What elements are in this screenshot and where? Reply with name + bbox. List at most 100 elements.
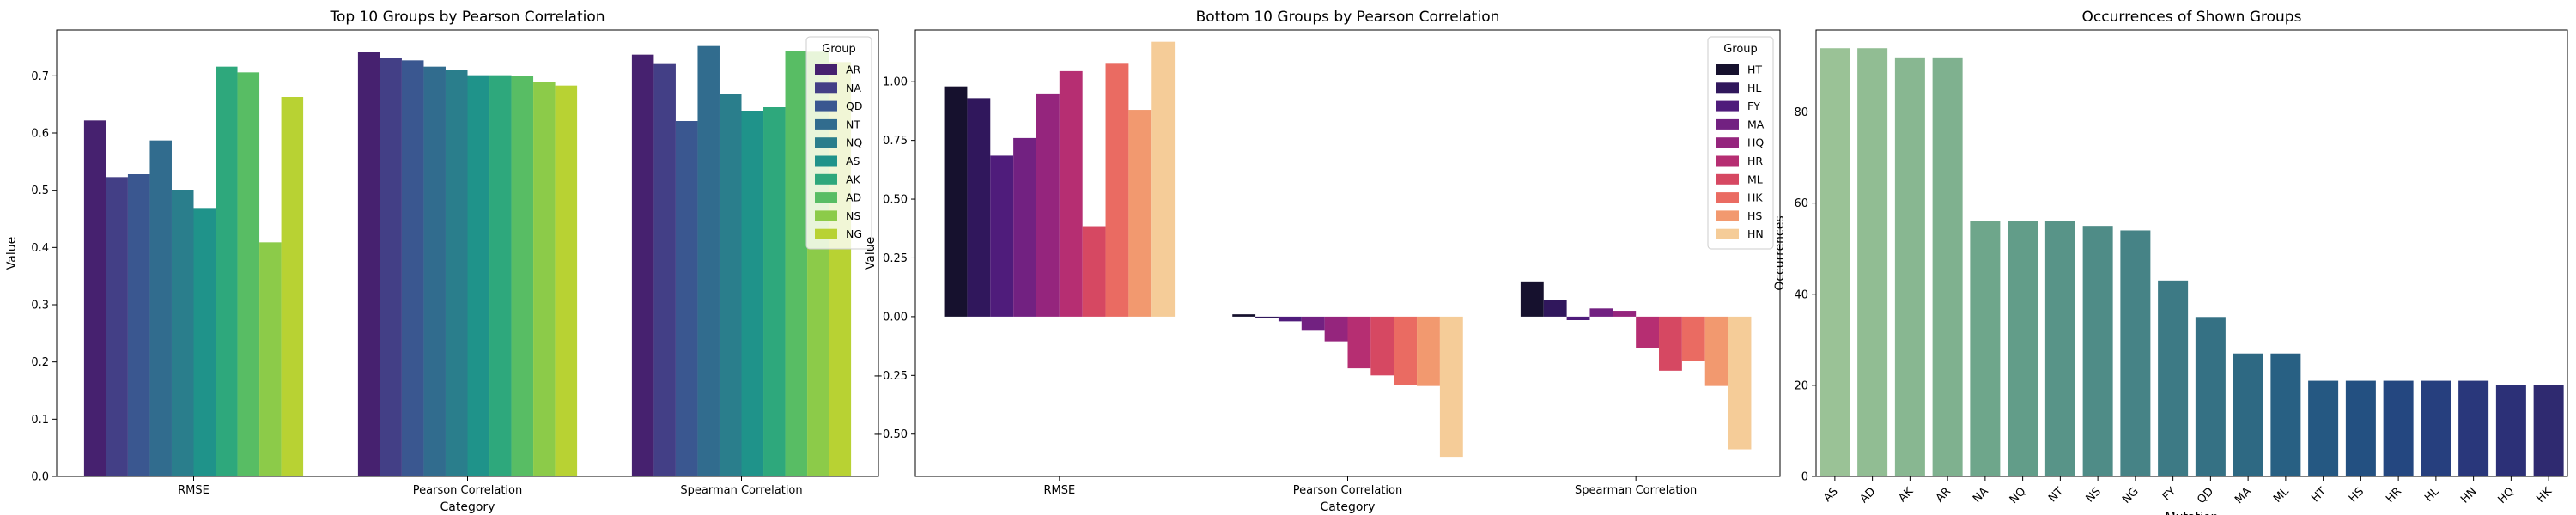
y-tick-label: 0.00 <box>883 311 908 324</box>
bar-HQ-1 <box>1324 316 1348 342</box>
x-tick-label: HL <box>2422 485 2442 505</box>
legend-swatch <box>815 173 837 185</box>
y-tick-label: 40 <box>1794 288 1808 301</box>
bar-MA-0 <box>1013 137 1036 317</box>
bar-NG-1 <box>555 85 578 477</box>
legend-label: ML <box>1747 173 1763 185</box>
y-axis-label: Value <box>864 237 878 270</box>
bar-HQ-2 <box>1613 311 1637 317</box>
bar-ML-2 <box>1659 316 1682 371</box>
legend-label: FY <box>1747 100 1760 112</box>
plot-frame <box>914 29 1781 477</box>
chart-title: Occurrences of Shown Groups <box>2082 9 2302 26</box>
x-tick-label: AK <box>1896 485 1916 505</box>
bar-HN-2 <box>1728 316 1752 450</box>
bar-AS-1 <box>467 75 490 477</box>
x-tick-label: RMSE <box>1043 484 1075 497</box>
bar-AR-1 <box>357 52 380 476</box>
bar-HT <box>2308 380 2339 476</box>
legend-label: AK <box>846 173 861 185</box>
chart-top10: 0.0 0.1 0.2 0.3 0.4 0.5 0.6 0.7 Top 10 Groups by… <box>5 9 879 514</box>
bar-HS-0 <box>1128 110 1152 317</box>
bar-NQ-0 <box>171 190 194 476</box>
legend-swatch <box>1716 64 1739 75</box>
x-tick-label: QD <box>2195 485 2216 506</box>
bar-HL-0 <box>967 98 991 317</box>
x-tick-label: Spearman Correlation <box>680 484 802 497</box>
bar-AS-0 <box>193 208 216 477</box>
y-tick-label: 0 <box>1801 471 1808 484</box>
y-tick-label: 80 <box>1794 106 1808 119</box>
legend-swatch <box>1716 155 1739 167</box>
legend: Group HT HL FY MA HQ HR ML HK HS HN <box>1707 36 1774 250</box>
legend-label: AR <box>846 64 861 76</box>
bar-AR-0 <box>83 120 106 477</box>
bar-AD-0 <box>237 72 260 476</box>
legend-label: HL <box>1747 82 1761 94</box>
bar-MA-2 <box>1589 308 1613 317</box>
x-tick-label: Pearson Correlation <box>413 484 522 497</box>
legend-label: HQ <box>1747 136 1764 149</box>
bar-HL <box>2421 380 2451 476</box>
legend-label: NG <box>846 227 862 240</box>
legend-label: HK <box>1747 191 1763 204</box>
legend-swatch <box>815 64 837 75</box>
legend-label: NT <box>846 118 860 130</box>
bar-ML-1 <box>1370 316 1394 376</box>
plot-frame <box>56 29 879 477</box>
x-axis-label: Category <box>1321 500 1376 514</box>
chart-title: Top 10 Groups by Pearson Correlation <box>329 9 605 26</box>
bar-MA-1 <box>1301 316 1325 331</box>
bar-ML-0 <box>1082 226 1106 317</box>
x-tick-label: FY <box>2160 485 2179 504</box>
y-tick-label: 0.75 <box>883 135 908 148</box>
legend-label: HS <box>1747 209 1762 222</box>
legend-swatch <box>1716 228 1739 239</box>
x-tick-label: AS <box>1821 485 1841 505</box>
legend-swatch <box>815 210 837 221</box>
bar-FY-0 <box>990 155 1014 317</box>
legend-swatch <box>815 137 837 148</box>
legend-title: Group <box>1723 43 1758 56</box>
bar-HN-0 <box>1151 41 1176 317</box>
bar-FY <box>2158 280 2189 476</box>
bar-HT-2 <box>1520 281 1544 317</box>
bar-QD <box>2195 317 2226 476</box>
x-tick-label: HR <box>2384 485 2404 506</box>
bar-HR <box>2383 380 2414 476</box>
bar-HS-1 <box>1417 316 1440 386</box>
bar-HK <box>2533 385 2564 476</box>
bar-QD-1 <box>401 60 424 476</box>
bar-HL-1 <box>1255 316 1279 318</box>
legend-swatch <box>1716 100 1739 112</box>
legend-label: MA <box>1747 118 1765 130</box>
legend-swatch <box>815 192 837 203</box>
y-tick-label: −0.50 <box>873 428 908 441</box>
bar-HL-2 <box>1543 300 1567 317</box>
bar-NT-1 <box>423 66 446 477</box>
bar-NG <box>2120 230 2151 476</box>
y-tick-label: 0.1 <box>31 414 49 427</box>
plot-frame <box>1815 29 2568 477</box>
bar-HS-2 <box>1704 316 1728 386</box>
bar-QD-0 <box>127 174 150 476</box>
y-tick-label: 0.25 <box>883 252 908 265</box>
bar-AK-2 <box>763 107 786 476</box>
bar-AK-0 <box>216 66 238 477</box>
legend-label: HN <box>1747 227 1764 240</box>
chart-bottom10: −0.50 −0.25 0.00 0.25 0.50 0.75 1.00 Bottom 10 … <box>864 9 1781 514</box>
bar-NA-0 <box>106 177 128 477</box>
x-tick-label: HT <box>2309 485 2329 505</box>
y-tick-label: −0.25 <box>873 370 908 383</box>
bar-AS-2 <box>741 111 764 476</box>
legend-swatch <box>1716 82 1739 94</box>
legend-label: HR <box>1747 154 1763 167</box>
bar-AS <box>1820 48 1850 477</box>
legend-swatch <box>1716 173 1739 185</box>
x-tick-label: HK <box>2534 485 2555 506</box>
y-axis-label: Value <box>5 237 19 270</box>
bar-AD <box>1857 48 1888 477</box>
x-tick-label: NA <box>1971 485 1991 506</box>
x-tick-label: Pearson Correlation <box>1293 484 1402 497</box>
x-tick-label: RMSE <box>178 484 210 497</box>
